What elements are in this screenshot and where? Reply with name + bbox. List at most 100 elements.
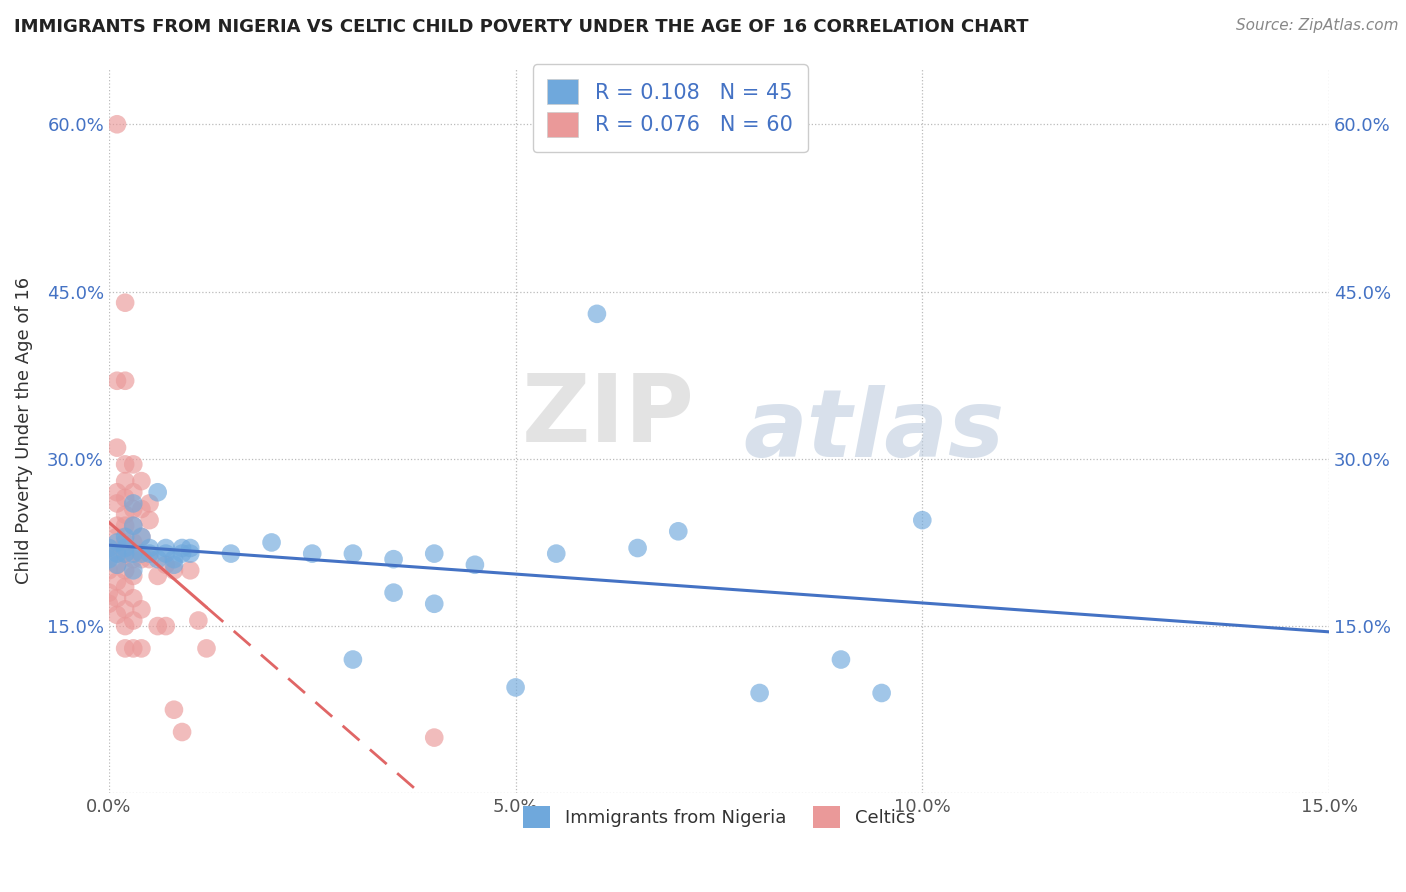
Point [131,602,153,616]
Point [105,518,128,533]
Point [122,535,145,549]
Point [122,591,145,606]
Point [122,502,145,516]
Point [105,485,128,500]
Point [122,518,145,533]
Point [114,530,136,544]
Point [260,535,283,549]
Point [114,491,136,505]
Point [114,518,136,533]
Point [195,641,218,656]
Point [97,541,120,555]
Point [122,563,145,577]
Point [105,607,128,622]
Point [131,547,153,561]
Point [163,552,186,566]
Point [105,535,128,549]
Point [105,547,128,561]
Point [114,547,136,561]
Point [105,547,128,561]
Point [105,558,128,572]
Text: ZIP: ZIP [522,370,695,462]
Point [131,474,153,488]
Point [97,541,120,555]
Point [131,552,153,566]
Text: Source: ZipAtlas.com: Source: ZipAtlas.com [1236,18,1399,33]
Point [423,597,446,611]
Point [97,597,120,611]
Point [163,563,186,577]
Point [342,547,364,561]
Point [138,513,160,527]
Point [911,513,934,527]
Point [114,641,136,656]
Point [382,552,405,566]
Point [138,496,160,510]
Text: atlas: atlas [744,385,1005,477]
Point [97,552,120,566]
Point [505,681,527,695]
Point [114,374,136,388]
Point [748,686,770,700]
Point [114,619,136,633]
Point [114,541,136,555]
Point [138,547,160,561]
Point [179,563,201,577]
Point [97,585,120,599]
Point [146,552,169,566]
Point [122,547,145,561]
Point [114,508,136,522]
Point [179,541,201,555]
Point [131,530,153,544]
Point [122,641,145,656]
Point [586,307,609,321]
Point [122,552,145,566]
Point [138,541,160,555]
Point [179,547,201,561]
Point [114,535,136,549]
Point [122,569,145,583]
Point [114,563,136,577]
Point [666,524,689,539]
Point [122,614,145,628]
Point [114,580,136,594]
Point [464,558,486,572]
Point [105,374,128,388]
Y-axis label: Child Poverty Under the Age of 16: Child Poverty Under the Age of 16 [15,277,32,584]
Point [122,518,145,533]
Text: IMMIGRANTS FROM NIGERIA VS CELTIC CHILD POVERTY UNDER THE AGE OF 16 CORRELATION : IMMIGRANTS FROM NIGERIA VS CELTIC CHILD … [14,18,1029,36]
Point [301,547,323,561]
Point [131,530,153,544]
Point [219,547,242,561]
Point [163,703,186,717]
Point [423,731,446,745]
Point [155,558,177,572]
Point [172,541,194,555]
Point [114,458,136,472]
Point [114,547,136,561]
Point [114,602,136,616]
Point [146,485,169,500]
Point [105,591,128,606]
Point [342,652,364,666]
Point [114,295,136,310]
Point [187,614,209,628]
Point [155,541,177,555]
Point [105,441,128,455]
Point [382,585,405,599]
Point [146,619,169,633]
Point [114,474,136,488]
Point [870,686,893,700]
Point [122,458,145,472]
Point [172,547,194,561]
Point [131,502,153,516]
Point [155,547,177,561]
Point [146,569,169,583]
Point [830,652,852,666]
Point [122,496,145,510]
Point [97,563,120,577]
Point [105,496,128,510]
Point [105,530,128,544]
Point [122,485,145,500]
Point [105,558,128,572]
